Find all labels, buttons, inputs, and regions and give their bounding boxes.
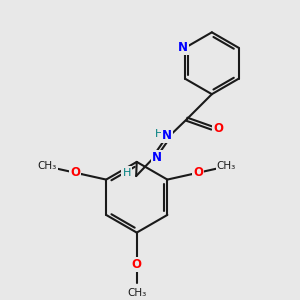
- Text: H: H: [122, 167, 131, 178]
- Text: O: O: [213, 122, 223, 134]
- Text: CH₃: CH₃: [127, 288, 146, 298]
- Text: N: N: [178, 41, 188, 54]
- Text: N: N: [152, 151, 162, 164]
- Text: O: O: [193, 166, 203, 179]
- Text: H: H: [155, 129, 163, 139]
- Text: O: O: [132, 258, 142, 271]
- Text: CH₃: CH₃: [217, 161, 236, 172]
- Text: CH₃: CH₃: [38, 161, 57, 172]
- Text: O: O: [70, 166, 80, 179]
- Text: N: N: [162, 129, 172, 142]
